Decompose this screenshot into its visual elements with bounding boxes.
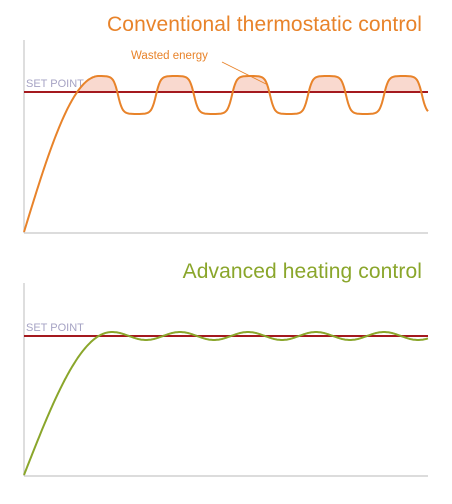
advanced-panel: SET POINT [23,283,429,477]
wasted-energy-label: Wasted energy [131,50,208,62]
conventional-panel: SET POINT Wasted energy [23,40,429,234]
wasted-energy-area [78,76,421,92]
conventional-control-title: Conventional thermostatic control [107,13,422,36]
conventional-temperature-curve [23,75,429,233]
wasted-energy-pointer [221,61,269,86]
conventional-setpoint-label: SET POINT [26,78,84,90]
advanced-temperature-curve [23,331,429,476]
advanced-setpoint-label: SET POINT [26,322,84,334]
advanced-control-title: Advanced heating control [182,260,422,283]
